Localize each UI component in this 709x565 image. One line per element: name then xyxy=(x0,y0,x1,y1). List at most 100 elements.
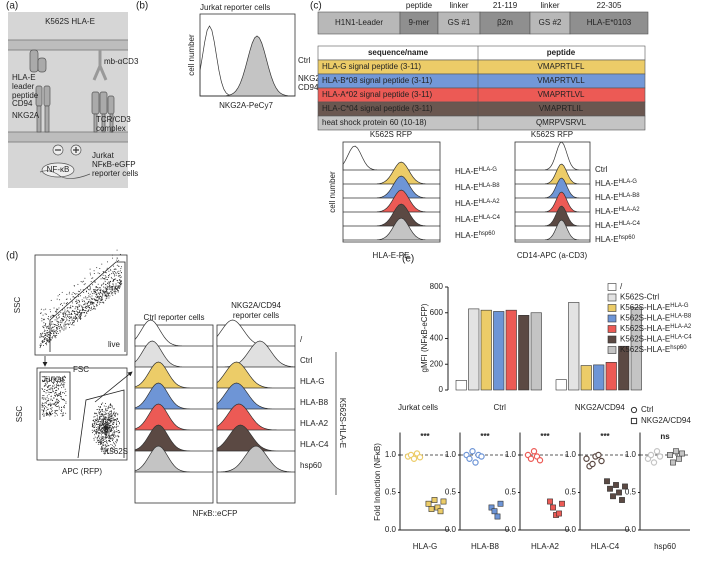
dot xyxy=(50,408,52,410)
dot xyxy=(86,305,88,307)
dot xyxy=(61,415,63,417)
dot xyxy=(57,333,59,335)
dot xyxy=(59,331,61,333)
dot xyxy=(104,450,106,452)
dot xyxy=(42,415,44,417)
dot xyxy=(57,318,59,320)
dot xyxy=(49,411,51,413)
dot xyxy=(103,286,105,288)
dot xyxy=(102,449,104,451)
dot xyxy=(70,313,72,315)
plot-frame xyxy=(216,324,296,504)
dot xyxy=(81,299,83,301)
dot xyxy=(55,412,57,414)
dot xyxy=(51,321,53,323)
dot xyxy=(108,433,110,435)
dot xyxy=(106,432,108,434)
dot xyxy=(113,419,115,421)
dot xyxy=(90,291,92,293)
dot xyxy=(107,409,109,411)
dot xyxy=(99,432,101,434)
dot xyxy=(64,388,66,390)
molecules xyxy=(29,49,115,179)
label: Ctrl reporter cells xyxy=(144,313,205,322)
dot xyxy=(90,300,92,302)
dot xyxy=(115,291,117,293)
dot xyxy=(41,341,43,343)
dot xyxy=(50,339,52,341)
dot xyxy=(115,442,117,444)
histogram xyxy=(216,340,296,368)
dot xyxy=(115,445,117,447)
histogram xyxy=(515,205,590,227)
label-base: HLA-E xyxy=(455,167,479,176)
dot xyxy=(57,314,59,316)
dot xyxy=(105,434,107,436)
dot xyxy=(111,407,113,409)
dot xyxy=(90,306,92,308)
dot xyxy=(106,285,108,287)
dot xyxy=(105,422,107,424)
dot xyxy=(48,336,50,338)
dot xyxy=(97,272,99,274)
dot xyxy=(100,431,102,433)
dot xyxy=(101,447,103,449)
dot xyxy=(45,383,47,385)
point xyxy=(491,508,498,515)
histogram xyxy=(216,382,295,410)
bar xyxy=(480,309,492,391)
dot xyxy=(70,307,72,309)
dot xyxy=(113,427,115,429)
dot xyxy=(110,406,112,408)
dot xyxy=(48,339,50,341)
dot xyxy=(47,404,49,406)
dot xyxy=(103,420,105,422)
dot xyxy=(106,296,108,298)
dot xyxy=(106,297,108,299)
signs xyxy=(55,147,79,153)
y-tick-label: 1.0 xyxy=(505,450,517,459)
dot xyxy=(64,309,66,311)
label: Ctrl xyxy=(298,56,311,65)
dot xyxy=(97,423,99,425)
dot xyxy=(46,389,48,391)
dot xyxy=(87,297,89,299)
dot xyxy=(56,414,58,416)
dot xyxy=(97,416,99,418)
dot xyxy=(116,288,118,290)
dot xyxy=(59,304,61,306)
y-tick-label: 400 xyxy=(430,334,444,343)
significance: *** xyxy=(480,432,490,441)
dot xyxy=(41,406,43,408)
dot xyxy=(114,413,116,415)
histogram xyxy=(342,145,440,171)
dot xyxy=(105,425,107,427)
dot xyxy=(56,390,58,392)
dot xyxy=(111,428,113,430)
label: Ctrl xyxy=(300,356,313,365)
dot xyxy=(39,312,41,314)
dot xyxy=(55,312,57,314)
dot xyxy=(91,308,93,310)
point xyxy=(667,452,673,458)
dot xyxy=(80,309,82,311)
dot xyxy=(92,425,94,427)
dot xyxy=(94,413,96,415)
dot xyxy=(87,302,89,304)
axis-label: gMFI (NFκB-eCFP) xyxy=(420,303,429,372)
dot xyxy=(51,392,53,394)
point xyxy=(622,483,628,490)
dot xyxy=(45,415,47,417)
point xyxy=(619,497,625,503)
dot xyxy=(88,301,90,303)
dot xyxy=(119,253,121,255)
dot xyxy=(49,311,51,313)
dot xyxy=(101,425,103,427)
label: CD14-APC (a-CD3) xyxy=(517,251,588,260)
dot xyxy=(42,379,44,381)
dot xyxy=(48,413,50,415)
dot xyxy=(56,381,58,383)
dot xyxy=(103,447,105,449)
label-base: HLA-E xyxy=(455,215,479,224)
dot xyxy=(62,384,64,386)
